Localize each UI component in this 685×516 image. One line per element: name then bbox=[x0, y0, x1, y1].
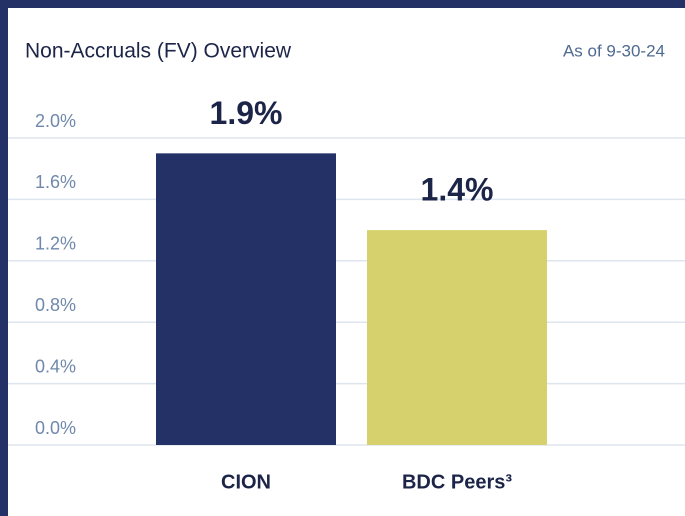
y-tick-label: 0.0% bbox=[35, 418, 76, 438]
x-tick-label: CION bbox=[221, 471, 271, 493]
chart-subtitle: As of 9-30-24 bbox=[563, 41, 665, 60]
y-tick-label: 2.0% bbox=[35, 111, 76, 131]
y-tick-label: 1.2% bbox=[35, 234, 76, 254]
bar bbox=[156, 153, 336, 445]
x-tick-label: BDC Peers³ bbox=[402, 471, 512, 493]
y-tick-label: 1.6% bbox=[35, 172, 76, 192]
y-tick-label: 0.4% bbox=[35, 356, 76, 376]
value-label: 1.9% bbox=[210, 95, 283, 131]
value-label: 1.4% bbox=[421, 172, 494, 208]
panel bbox=[8, 8, 685, 516]
y-tick-label: 0.8% bbox=[35, 295, 76, 315]
chart-title: Non-Accruals (FV) Overview bbox=[25, 40, 292, 63]
bar bbox=[367, 230, 547, 445]
